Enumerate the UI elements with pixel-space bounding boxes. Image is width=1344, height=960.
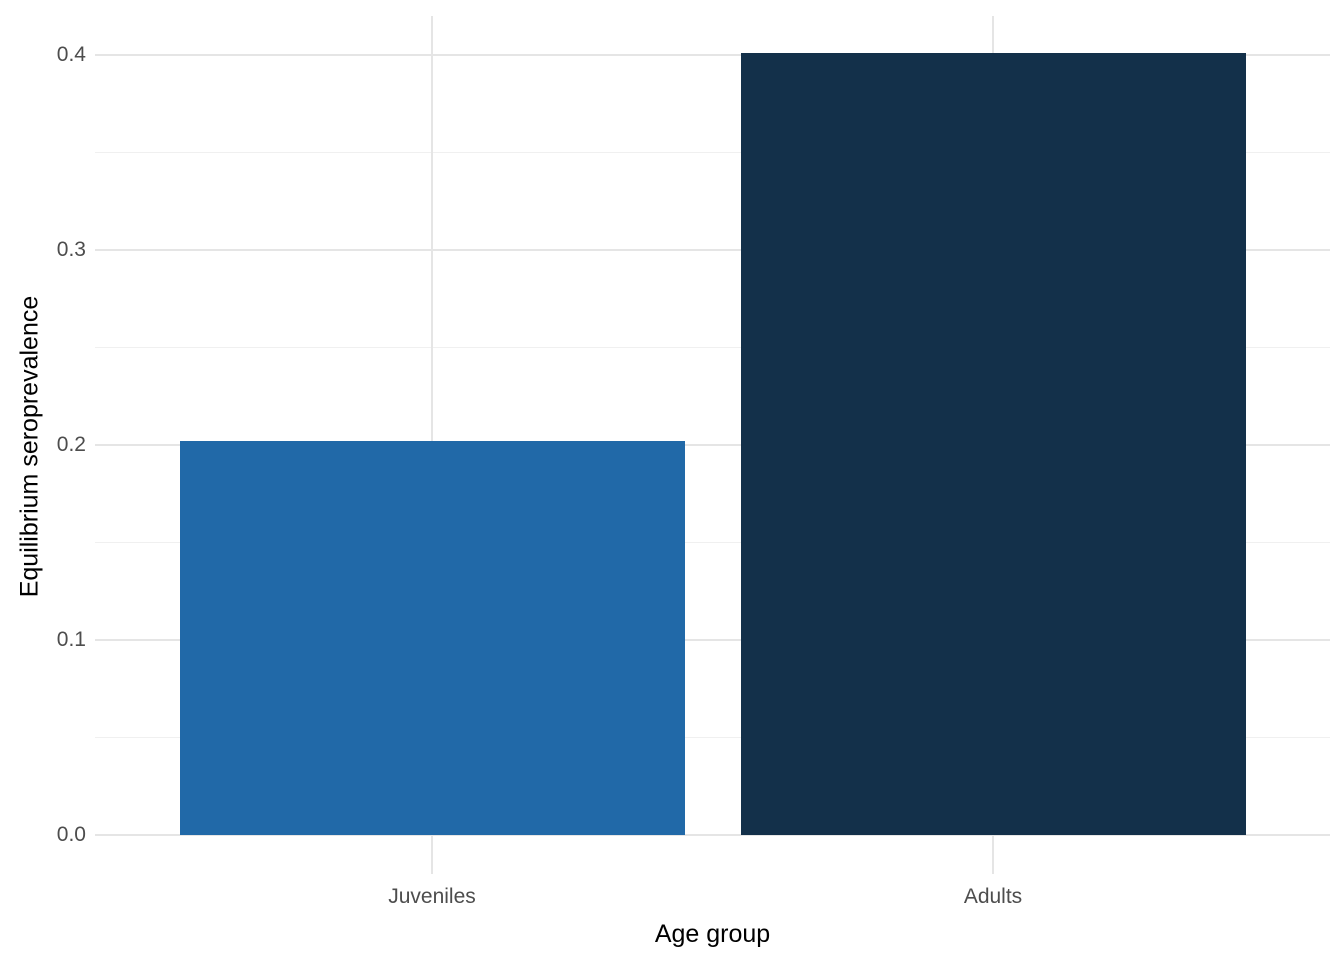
bar-juveniles xyxy=(179,441,685,835)
y-tick-label: 0.4 xyxy=(56,43,86,66)
x-tick-label: Adults xyxy=(963,885,1023,908)
y-tick-label: 0.1 xyxy=(56,628,86,651)
major-gridline xyxy=(95,444,1330,446)
minor-gridline xyxy=(95,151,1330,154)
y-tick-label: 0.2 xyxy=(56,433,86,456)
x-axis-title: Age group xyxy=(654,920,771,948)
y-tick-label: 0.0 xyxy=(56,823,86,846)
major-gridline xyxy=(95,639,1330,641)
plot-panel xyxy=(95,16,1330,874)
x-tick-label: Juveniles xyxy=(388,885,476,908)
major-gridline xyxy=(95,834,1330,836)
bar-adults xyxy=(740,53,1246,835)
minor-gridline xyxy=(95,346,1330,349)
y-tick-label: 0.3 xyxy=(56,238,86,261)
minor-gridline xyxy=(95,736,1330,739)
major-gridline xyxy=(95,54,1330,56)
minor-gridline xyxy=(95,541,1330,544)
major-gridline xyxy=(95,249,1330,251)
